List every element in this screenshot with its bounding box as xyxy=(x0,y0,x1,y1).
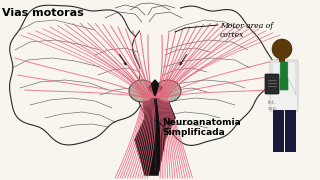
Polygon shape xyxy=(288,62,296,95)
Text: Motor area of
cortex: Motor area of cortex xyxy=(220,22,273,39)
Bar xyxy=(285,110,296,152)
Bar xyxy=(279,58,285,63)
Polygon shape xyxy=(272,62,280,95)
Circle shape xyxy=(272,39,292,59)
Bar xyxy=(273,110,284,152)
FancyBboxPatch shape xyxy=(270,60,298,112)
Polygon shape xyxy=(132,6,276,145)
Ellipse shape xyxy=(129,80,155,102)
Ellipse shape xyxy=(155,80,181,102)
Polygon shape xyxy=(148,80,162,96)
FancyBboxPatch shape xyxy=(265,74,279,94)
Polygon shape xyxy=(135,98,175,175)
Bar xyxy=(140,0,180,85)
Ellipse shape xyxy=(149,84,161,98)
Text: Vias motoras: Vias motoras xyxy=(2,8,84,18)
FancyBboxPatch shape xyxy=(280,62,288,90)
Text: Neuroanatomia
Simplificada: Neuroanatomia Simplificada xyxy=(162,118,241,137)
Polygon shape xyxy=(10,5,159,145)
Text: Int.
cap.: Int. cap. xyxy=(268,100,278,111)
